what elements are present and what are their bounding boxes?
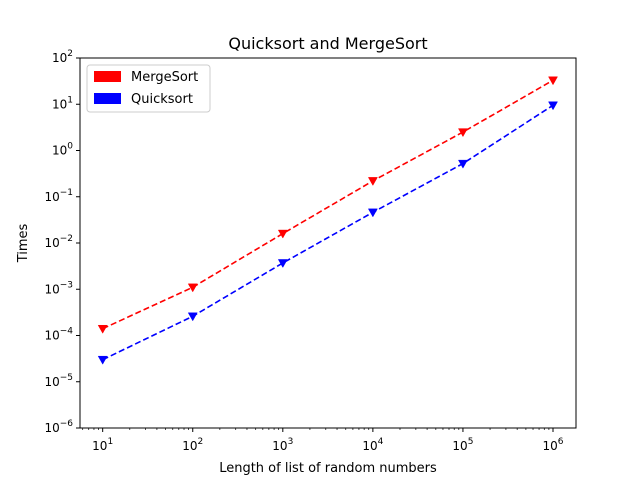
x-tick-label: 101 — [92, 437, 113, 453]
x-axis-label: Length of list of random numbers — [219, 461, 437, 476]
chart-title: Quicksort and MergeSort — [228, 34, 427, 53]
data-point-marker — [277, 259, 288, 268]
series-line-0 — [102, 79, 554, 330]
y-axis-label: Times — [16, 223, 31, 263]
data-point-marker — [548, 101, 558, 111]
x-tick-label: 105 — [452, 437, 473, 453]
x-tick-label: 103 — [272, 437, 293, 453]
x-tick-label: 102 — [182, 437, 203, 453]
axis-ticks: 101 102 103 104 105 106 102 101 100 10−1 10−2 10−3 1… — [44, 49, 563, 453]
y-tick-label: 102 — [52, 49, 73, 65]
data-point-marker — [367, 177, 378, 186]
x-tick-label: 106 — [543, 437, 564, 453]
legend-swatch — [94, 71, 121, 82]
y-tick-label: 10−3 — [44, 280, 73, 296]
y-tick-label: 10−2 — [44, 234, 73, 250]
legend-label: Quicksort — [131, 92, 193, 107]
data-point-marker — [458, 128, 468, 138]
data-point-marker — [458, 159, 468, 169]
y-tick-label: 10−4 — [44, 327, 73, 343]
series-layer — [97, 76, 558, 365]
data-point-marker — [97, 324, 108, 334]
legend: MergeSort Quicksort — [86, 64, 211, 113]
data-point-marker — [367, 208, 378, 218]
legend-label: MergeSort — [131, 70, 198, 85]
data-point-marker — [277, 229, 288, 239]
x-tick-label: 104 — [362, 437, 383, 453]
y-tick-label: 100 — [52, 142, 73, 158]
series-line-1 — [102, 104, 554, 361]
data-point-marker — [548, 76, 558, 86]
plot-frame — [79, 57, 577, 429]
y-tick-label: 10−6 — [44, 419, 73, 435]
data-point-marker — [187, 312, 198, 322]
legend-swatch — [94, 93, 121, 104]
y-tick-label: 10−1 — [44, 188, 73, 204]
y-tick-label: 10−5 — [44, 373, 73, 389]
data-point-marker — [187, 283, 198, 293]
data-point-marker — [97, 355, 108, 365]
y-tick-label: 101 — [52, 95, 73, 111]
